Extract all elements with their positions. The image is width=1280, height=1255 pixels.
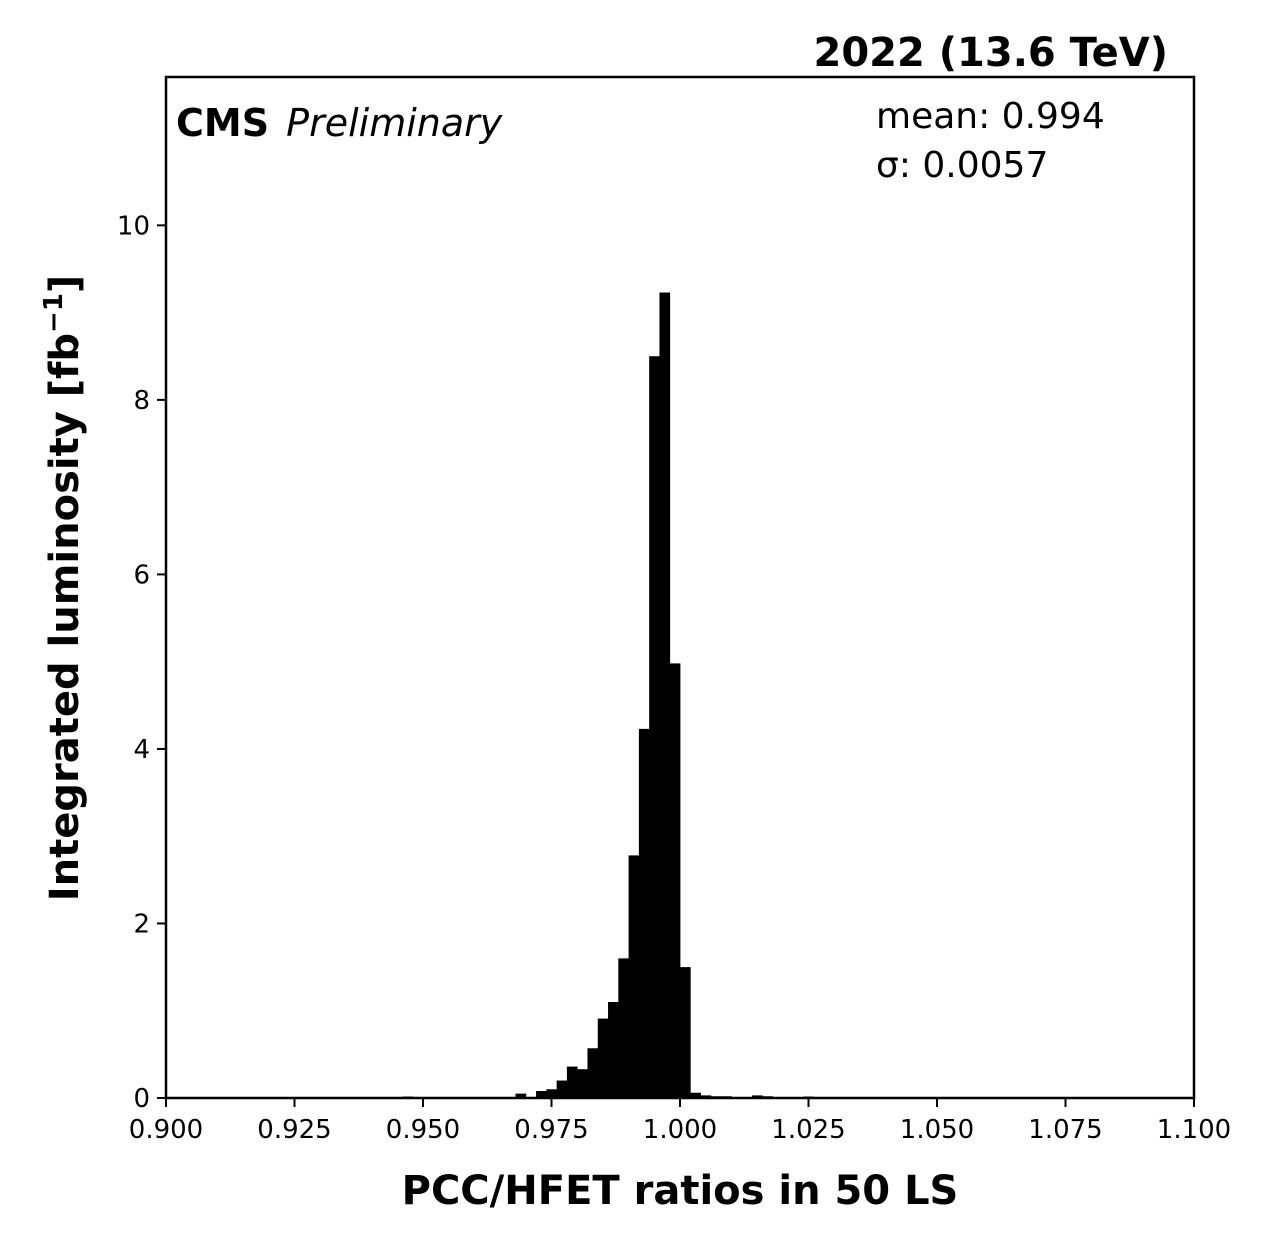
x-tick-label-7: 1.075 <box>1028 1115 1102 1145</box>
stat-sigma: σ: 0.0057 <box>876 145 1048 186</box>
histogram-bar-6 <box>577 1069 588 1098</box>
chart-title: 2022 (13.6 TeV) <box>814 30 1169 76</box>
x-axis-ticks: 0.900 0.925 0.950 0.975 1.000 1.025 1.050 1.075… <box>129 1098 1231 1145</box>
histogram-bar-2 <box>536 1091 547 1098</box>
histogram-bar-14 <box>659 292 671 1098</box>
histogram-bar-13 <box>649 356 660 1098</box>
x-tick-label-1: 0.925 <box>257 1115 331 1145</box>
histogram-bar-5 <box>566 1066 578 1098</box>
histogram-bar-17 <box>690 1092 701 1098</box>
histogram-bar-11 <box>628 855 640 1098</box>
y-tick-label-1: 2 <box>133 909 150 939</box>
histogram-bar-15 <box>669 663 681 1098</box>
x-tick-label-8: 1.100 <box>1157 1115 1231 1145</box>
y-axis-title: Integrated luminosity [fb−1] <box>39 275 88 901</box>
histogram-bar-10 <box>618 958 629 1098</box>
x-axis-title: PCC/HFET ratios in 50 LS <box>402 1168 959 1214</box>
stat-mean: mean: 0.994 <box>876 96 1105 137</box>
histogram-bar-18 <box>700 1095 712 1098</box>
y-tick-label-5: 10 <box>117 211 150 241</box>
x-tick-label-4: 1.000 <box>643 1115 717 1145</box>
experiment-label: CMS Preliminary <box>176 101 503 145</box>
histogram-bar-1 <box>515 1093 527 1098</box>
histogram-bars <box>402 292 815 1098</box>
histogram-bar-8 <box>597 1018 609 1098</box>
y-axis-title-close: ] <box>42 275 88 293</box>
histogram-bar-9 <box>608 1002 619 1098</box>
preliminary-label: Preliminary <box>286 101 503 145</box>
histogram-bar-16 <box>680 967 691 1098</box>
y-tick-label-4: 8 <box>133 386 150 416</box>
y-tick-label-3: 6 <box>133 560 150 590</box>
x-tick-label-2: 0.950 <box>386 1115 460 1145</box>
y-axis-ticks: 0 2 4 6 8 10 <box>117 211 166 1114</box>
x-tick-label-5: 1.025 <box>771 1115 845 1145</box>
y-axis-title-main: Integrated luminosity [fb <box>42 333 88 901</box>
histogram-bar-7 <box>587 1048 599 1098</box>
histogram-bar-4 <box>556 1080 568 1098</box>
histogram-bar-21 <box>751 1095 763 1098</box>
x-tick-label-0: 0.900 <box>129 1115 203 1145</box>
histogram-bar-12 <box>638 728 650 1098</box>
cms-label: CMS <box>176 101 269 145</box>
y-axis-title-exponent: −1 <box>39 293 69 333</box>
y-tick-label-2: 4 <box>133 735 150 765</box>
y-tick-label-0: 0 <box>133 1084 150 1114</box>
x-tick-label-3: 0.975 <box>514 1115 588 1145</box>
histogram-bar-3 <box>546 1089 558 1098</box>
x-tick-label-6: 1.050 <box>900 1115 974 1145</box>
